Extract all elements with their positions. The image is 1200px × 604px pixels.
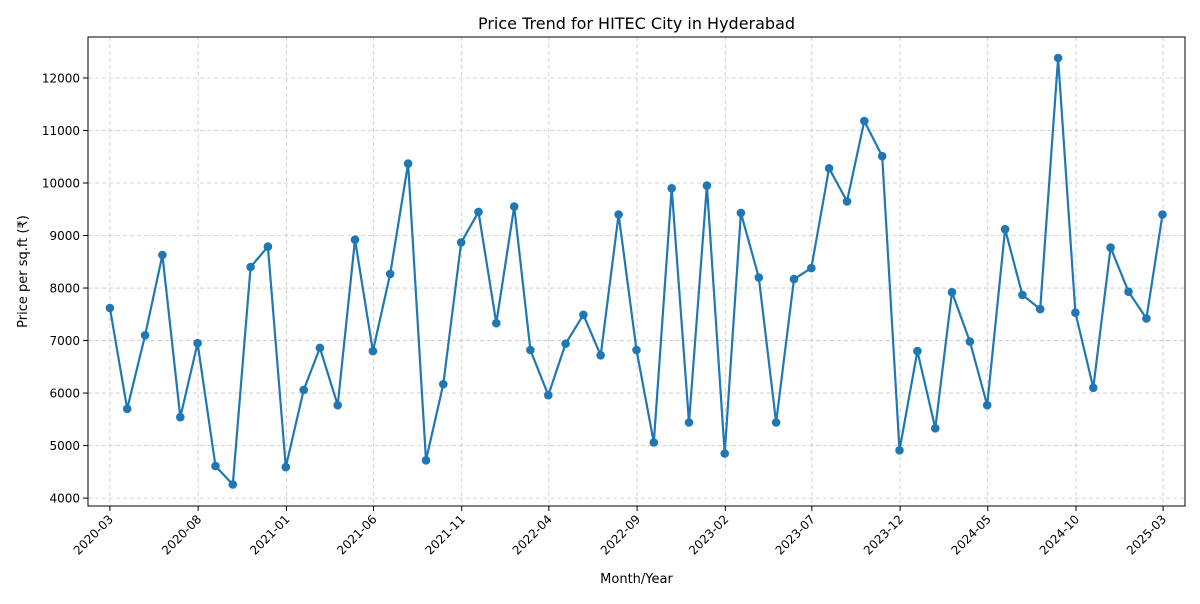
x-tick-label: 2022-09 [598,512,643,557]
data-point [421,456,431,465]
data-point [771,418,781,427]
data-point [561,339,570,349]
data-point [439,379,448,389]
x-tick-label: 2021-01 [247,512,292,557]
data-point [720,449,729,458]
x-tick-label: 2024-10 [1037,512,1082,557]
data-point [299,385,309,395]
x-tick-label: 2024-05 [949,512,994,557]
data-point [684,418,694,427]
x-axis-label: Month/Year [600,572,673,587]
data-point [1035,304,1045,314]
data-point [246,262,255,272]
data-point [176,412,185,422]
data-point [193,338,202,348]
data-point [315,343,325,353]
data-point [158,250,167,260]
x-tick-label: 2023-12 [861,512,906,557]
data-point [1053,53,1063,63]
data-point [1071,308,1080,318]
y-tick-label: 5000 [49,439,80,453]
series-price [105,53,1167,489]
data-point [736,208,746,218]
x-tick-label: 2020-03 [71,512,116,557]
data-point [649,438,659,447]
x-tick-label: 2021-06 [334,512,379,557]
data-point [281,462,291,472]
data-point [895,446,904,455]
data-point [350,235,360,244]
data-point [913,346,922,356]
y-tick-label: 4000 [49,492,80,506]
grid-lines [88,37,1185,506]
data-point [509,202,519,211]
data-point [403,159,413,168]
x-tick-label: 2023-02 [686,512,731,557]
data-point [579,310,588,320]
data-point [1106,243,1115,252]
data-point [456,238,466,247]
chart-title: Price Trend for HITEC City in Hyderabad [478,14,795,33]
y-tick-label: 9000 [49,229,80,243]
plot-frame [87,36,1186,507]
data-point [526,345,535,355]
x-tick-label: 2025-03 [1124,512,1169,557]
data-point [596,351,605,360]
data-point [1142,314,1151,323]
data-point [333,400,343,410]
data-point [1089,383,1098,393]
data-point [385,269,395,279]
data-point [860,116,869,126]
y-tick-label: 12000 [42,71,80,85]
data-point [105,303,115,313]
data-point [982,400,992,410]
y-tick-label: 11000 [42,124,80,138]
y-tick-label: 6000 [49,387,80,401]
x-tick-label: 2021-11 [423,512,468,557]
plot-background [88,37,1185,506]
x-tick-label: 2020-08 [159,512,204,557]
data-point [228,480,238,489]
data-point [368,346,378,356]
data-point [789,274,799,284]
data-point [667,184,676,193]
x-tick-label: 2023-07 [773,512,818,557]
data-point [965,337,975,346]
data-point [754,273,764,282]
y-axis-label: Price per sq.ft (₹) [16,215,31,328]
data-point [1000,224,1010,234]
y-tick-label: 7000 [49,334,80,348]
data-point [1018,290,1027,300]
data-point [842,197,852,206]
data-point [211,461,220,471]
data-point [1124,287,1133,297]
data-point [492,318,501,328]
data-point [632,345,641,355]
data-point [702,181,712,190]
x-tick-label: 2022-04 [510,512,555,557]
data-point [122,404,132,414]
data-point [614,210,623,219]
data-point [474,207,483,217]
data-point [140,331,150,340]
data-point [877,151,887,161]
y-tick-label: 10000 [42,177,80,191]
y-tick-label: 8000 [49,282,80,296]
data-point [1158,210,1167,219]
data-point [263,242,273,251]
data-point [931,424,940,433]
data-point [807,263,816,273]
data-point [544,390,553,400]
data-point [947,287,957,297]
data-point [824,164,834,173]
